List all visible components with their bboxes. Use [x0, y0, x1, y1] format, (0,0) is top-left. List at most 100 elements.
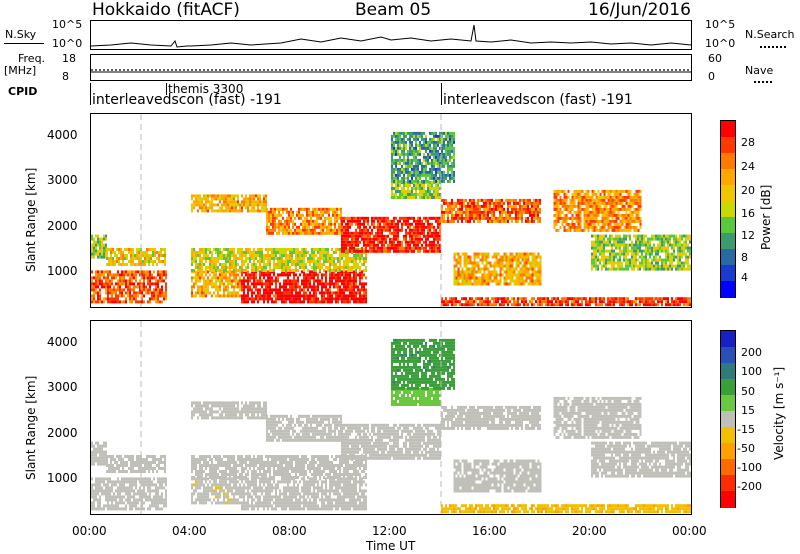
xtick-2: 08:00 [272, 524, 307, 538]
power-cb-tick-28: 28 [741, 136, 755, 149]
velocity-echo-region [241, 477, 367, 511]
velocity-data-gap [168, 321, 175, 514]
power-echo-region [241, 270, 367, 304]
velocity-echo-region [341, 423, 441, 460]
velocity-cb-tick-m50: -50 [737, 442, 755, 455]
freq-tick-high: 18 [62, 52, 76, 65]
xtick-4: 16:00 [472, 524, 507, 538]
nsearch-tick-high: 10^5 [705, 18, 736, 31]
velocity-echo-region [91, 477, 167, 511]
power-data-gap [168, 114, 175, 307]
power-colorbar-segment [721, 201, 735, 218]
nsearch-tick-low: 10^0 [705, 37, 736, 50]
cpid-label: CPID [8, 85, 38, 98]
power-ylabel: Slant Range [km] [24, 167, 38, 272]
velocity-echo-region [591, 441, 691, 478]
power-colorbar-segment [721, 233, 735, 250]
velocity-echo-region [191, 477, 241, 505]
xtick-3: 12:00 [372, 524, 407, 538]
nsky-underline [4, 43, 44, 44]
cpid-entry-2: themis 3300 [168, 82, 244, 96]
velocity-colorbar-segment [721, 363, 735, 380]
xtick-1: 04:00 [172, 524, 207, 538]
freq-tick-low: 8 [62, 70, 69, 83]
power-panel [90, 113, 692, 308]
power-cb-label: Power [dB] [759, 184, 773, 250]
velocity-data-gap [181, 321, 184, 514]
velocity-cb-label: Velocity [m s⁻¹] [772, 366, 786, 460]
velocity-cb-tick-15: 15 [741, 404, 755, 417]
power-echo-region [91, 270, 167, 304]
velocity-cb-tick-50: 50 [741, 385, 755, 398]
power-heatmap [91, 114, 691, 307]
xtick-6: 00:00 [672, 524, 707, 538]
beam-title: Beam 05 [355, 0, 432, 20]
power-colorbar-segment [721, 265, 735, 282]
nsearch-label: N.Search [745, 28, 795, 41]
velocity-echo-region [191, 401, 267, 420]
power-echo-region [106, 248, 166, 266]
power-ytick-1000: 1000 [47, 264, 78, 278]
cpid-entry-1: interleavedscon (fast) -191 [92, 92, 282, 108]
velocity-colorbar-segment [721, 427, 735, 444]
nsky-trace [91, 24, 691, 48]
velocity-echo-region [553, 396, 642, 439]
velocity-echo-region [191, 455, 367, 479]
velocity-echo-region [441, 504, 691, 514]
velocity-ytick-4000: 4000 [47, 335, 78, 349]
power-colorbar-segment [721, 185, 735, 202]
power-cb-tick-24: 24 [741, 160, 755, 173]
power-colorbar-segment [721, 249, 735, 266]
velocity-echo-region [391, 338, 455, 390]
cpid-marker-0 [90, 83, 91, 105]
power-ytick-3000: 3000 [47, 173, 78, 187]
power-ytick-2000: 2000 [47, 219, 78, 233]
power-data-gap [181, 114, 184, 307]
nsky-label: N.Sky [5, 28, 37, 41]
power-echo-region [391, 131, 455, 183]
power-echo-region [441, 198, 541, 223]
power-cb-tick-8: 8 [741, 251, 748, 264]
power-echo-region [453, 252, 542, 286]
nsearch-legend-dots [760, 46, 786, 48]
power-echo-region [191, 194, 267, 213]
power-echo-region [441, 297, 691, 307]
nave-tick-low: 0 [708, 70, 715, 83]
power-colorbar-segment [721, 217, 735, 234]
velocity-colorbar-segment [721, 411, 735, 428]
velocity-colorbar [720, 330, 736, 508]
nsky-panel [90, 20, 692, 50]
power-echo-region [591, 234, 691, 271]
velocity-echo-region [91, 441, 107, 466]
power-cb-tick-20: 20 [741, 184, 755, 197]
velocity-colorbar-segment [721, 347, 735, 364]
power-echo-region [191, 270, 241, 298]
xlabel: Time UT [366, 539, 416, 553]
xtick-5: 20:00 [572, 524, 607, 538]
xtick-0: 00:00 [72, 524, 107, 538]
velocity-cb-tick-200: 200 [741, 346, 762, 359]
power-cb-tick-12: 12 [741, 229, 755, 242]
velocity-echo-region [266, 414, 342, 442]
station-title: Hokkaido (fitACF) [92, 0, 240, 20]
velocity-colorbar-segment [721, 379, 735, 396]
power-colorbar-segment [721, 121, 735, 138]
velocity-ytick-1000: 1000 [47, 471, 78, 485]
nave-legend-dots [754, 81, 772, 83]
velocity-ytick-3000: 3000 [47, 380, 78, 394]
power-colorbar-segment [721, 281, 735, 298]
velocity-colorbar-segment [721, 459, 735, 476]
velocity-echo-region [391, 388, 441, 406]
velocity-cb-tick-m15: -15 [737, 423, 755, 436]
velocity-colorbar-segment [721, 443, 735, 460]
power-cb-tick-4: 4 [741, 271, 748, 284]
velocity-colorbar-segment [721, 331, 735, 348]
nave-tick-high: 60 [708, 52, 722, 65]
velocity-echo-region [106, 455, 166, 473]
nsky-tick-low: 10^0 [52, 37, 83, 50]
cpid-marker-1 [166, 83, 167, 95]
nave-label: Nave [745, 64, 774, 77]
cpid-entry-3: interleavedscon (fast) -191 [443, 92, 633, 108]
date-title: 16/Jun/2016 [588, 0, 691, 20]
power-colorbar-segment [721, 137, 735, 154]
